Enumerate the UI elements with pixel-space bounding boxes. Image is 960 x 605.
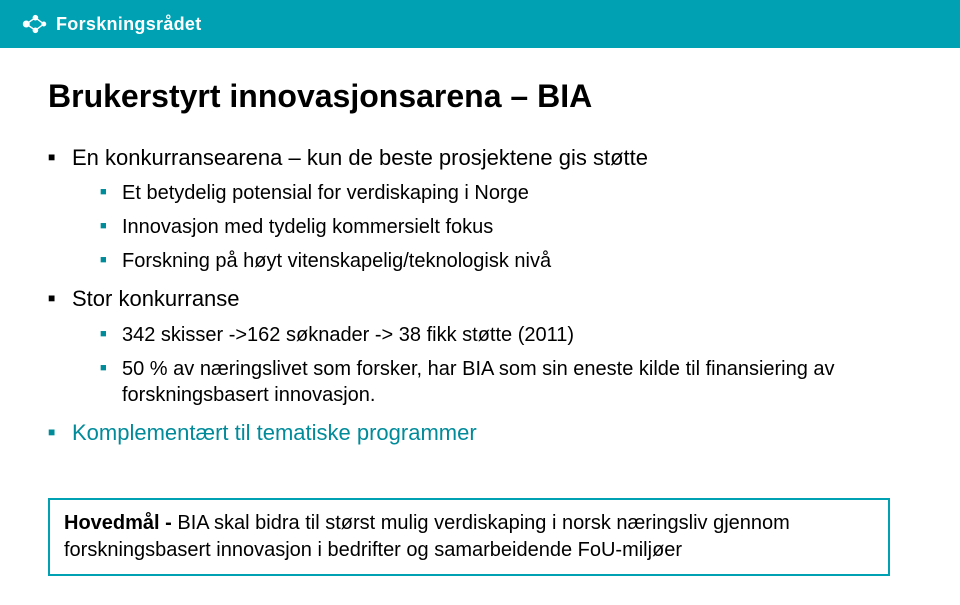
bullet-2-sublist: 342 skisser ->162 søknader -> 38 fikk st…	[72, 322, 912, 408]
bullet-1b: Innovasjon med tydelig kommersielt fokus	[100, 214, 912, 240]
logo: Forskningsrådet	[20, 10, 202, 38]
logo-icon	[20, 10, 48, 38]
bullet-2a: 342 skisser ->162 søknader -> 38 fikk st…	[100, 322, 912, 348]
content-area: Brukerstyrt innovasjonsarena – BIA En ko…	[48, 78, 912, 458]
bullet-1: En konkurransearena – kun de beste prosj…	[48, 143, 912, 275]
header-bar: Forskningsrådet	[0, 0, 960, 48]
bullet-1-sublist: Et betydelig potensial for verdiskaping …	[72, 180, 912, 274]
goal-box: Hovedmål - BIA skal bidra til størst mul…	[48, 498, 890, 576]
bullet-1c: Forskning på høyt vitenskapelig/teknolog…	[100, 248, 912, 274]
bullet-1-text: En konkurransearena – kun de beste prosj…	[72, 145, 648, 170]
slide: Forskningsrådet Brukerstyrt innovasjonsa…	[0, 0, 960, 605]
bullet-2: Stor konkurranse 342 skisser ->162 søkna…	[48, 284, 912, 408]
goal-lead: Hovedmål -	[64, 512, 177, 534]
bullet-2-text: Stor konkurranse	[72, 286, 240, 311]
bullet-1a: Et betydelig potensial for verdiskaping …	[100, 180, 912, 206]
logo-text: Forskningsrådet	[56, 14, 202, 35]
page-title: Brukerstyrt innovasjonsarena – BIA	[48, 78, 912, 115]
bullet-2b: 50 % av næringslivet som forsker, har BI…	[100, 356, 912, 408]
bullet-list: En konkurransearena – kun de beste prosj…	[48, 143, 912, 448]
bullet-3: Komplementært til tematiske programmer	[48, 418, 912, 448]
